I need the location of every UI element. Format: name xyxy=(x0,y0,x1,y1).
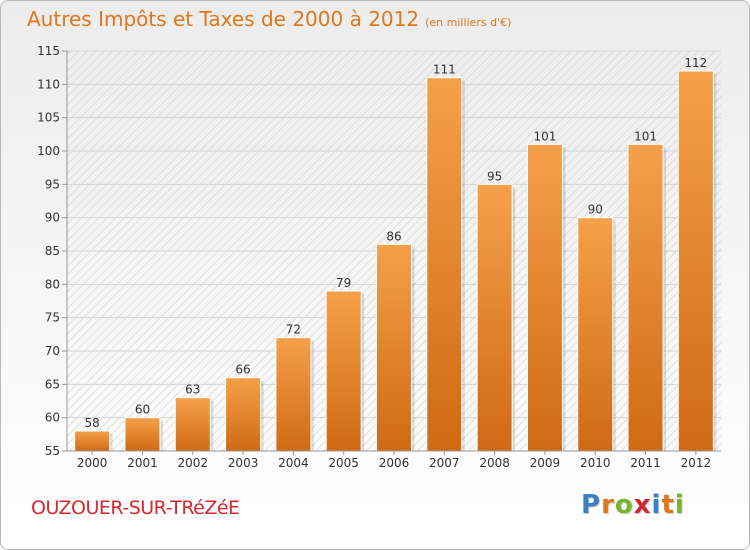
x-tick-label-2010: 2010 xyxy=(580,456,611,470)
logo-letter: i xyxy=(674,490,685,520)
logo-letter: o xyxy=(614,490,634,520)
data-label-2006: 86 xyxy=(386,229,401,243)
x-tick-label-2012: 2012 xyxy=(681,456,712,470)
bar-2012 xyxy=(677,70,714,452)
bar-2005 xyxy=(325,290,362,452)
bar-2004 xyxy=(275,337,312,452)
x-tick-label-2008: 2008 xyxy=(479,456,510,470)
bar-2006 xyxy=(376,243,412,452)
bar-2009 xyxy=(526,143,563,452)
logo-letter: x xyxy=(633,490,652,520)
bar-2003 xyxy=(225,377,262,452)
x-tick-label-2001: 2001 xyxy=(127,456,158,470)
y-tick-label: 95 xyxy=(45,177,60,191)
chart-title-main: Autres Impôts et Taxes de 2000 à 2012 xyxy=(27,7,420,31)
data-label-2011: 101 xyxy=(634,129,657,143)
x-tick-label-2006: 2006 xyxy=(379,456,410,470)
x-tick-label-2002: 2002 xyxy=(177,456,208,470)
y-tick-label: 110 xyxy=(37,77,60,91)
data-label-2000: 58 xyxy=(85,416,100,430)
logo-letter: P xyxy=(581,490,602,520)
data-label-2001: 60 xyxy=(135,403,150,417)
x-tick-label-2000: 2000 xyxy=(77,456,108,470)
data-label-2009: 101 xyxy=(533,129,556,143)
y-tick-label: 55 xyxy=(45,444,60,458)
bars-layer: 58 60 63 66 72 79 86 111 95 101 90 101 112 xyxy=(74,56,717,452)
bar-2000 xyxy=(74,430,111,452)
data-label-2005: 79 xyxy=(336,276,351,290)
commune-name: OUZOUER-SUR-TRéZéE xyxy=(31,497,240,519)
y-tick-label: 115 xyxy=(37,44,60,58)
y-tick-label: 70 xyxy=(45,344,60,358)
bar-2011 xyxy=(627,143,664,452)
x-tick-label-2011: 2011 xyxy=(630,456,661,470)
y-tick-label: 105 xyxy=(37,111,60,125)
chart-title-unit: (en milliers d'€) xyxy=(425,16,512,29)
bar-2002 xyxy=(174,397,211,452)
data-label-2008: 95 xyxy=(487,169,502,183)
chart-title: Autres Impôts et Taxes de 2000 à 2012 (en… xyxy=(27,7,511,31)
bar-2008 xyxy=(476,183,513,452)
logo-letter: t xyxy=(661,490,675,520)
y-tick-label: 100 xyxy=(37,144,60,158)
logo-letter: i xyxy=(651,490,662,520)
y-tick-label: 75 xyxy=(45,311,60,325)
data-label-2012: 112 xyxy=(684,56,707,70)
data-label-2007: 111 xyxy=(433,63,456,77)
y-tick-label: 65 xyxy=(45,377,60,391)
data-label-2002: 63 xyxy=(185,383,200,397)
y-tick-label: 90 xyxy=(45,211,60,225)
data-label-2003: 66 xyxy=(235,363,250,377)
data-label-2010: 90 xyxy=(588,203,603,217)
y-tick-label: 80 xyxy=(45,277,60,291)
x-tick-label-2004: 2004 xyxy=(278,456,309,470)
x-tick-label-2009: 2009 xyxy=(530,456,561,470)
axis-layer: 55 60 65 70 75 80 85 90 95 100 105 110 115 2000 2001 20… xyxy=(37,44,721,470)
bar-2007 xyxy=(426,77,463,452)
y-tick-label: 60 xyxy=(45,411,60,425)
y-tick-label: 85 xyxy=(45,244,60,258)
bar-2010 xyxy=(577,217,614,452)
bar-2001 xyxy=(124,417,161,452)
x-tick-label-2007: 2007 xyxy=(429,456,460,470)
x-tick-label-2003: 2003 xyxy=(228,456,259,470)
proxiti-logo: Proxiti xyxy=(581,490,685,520)
data-label-2004: 72 xyxy=(286,323,301,337)
x-tick-label-2005: 2005 xyxy=(328,456,359,470)
logo-letter: r xyxy=(601,490,615,520)
